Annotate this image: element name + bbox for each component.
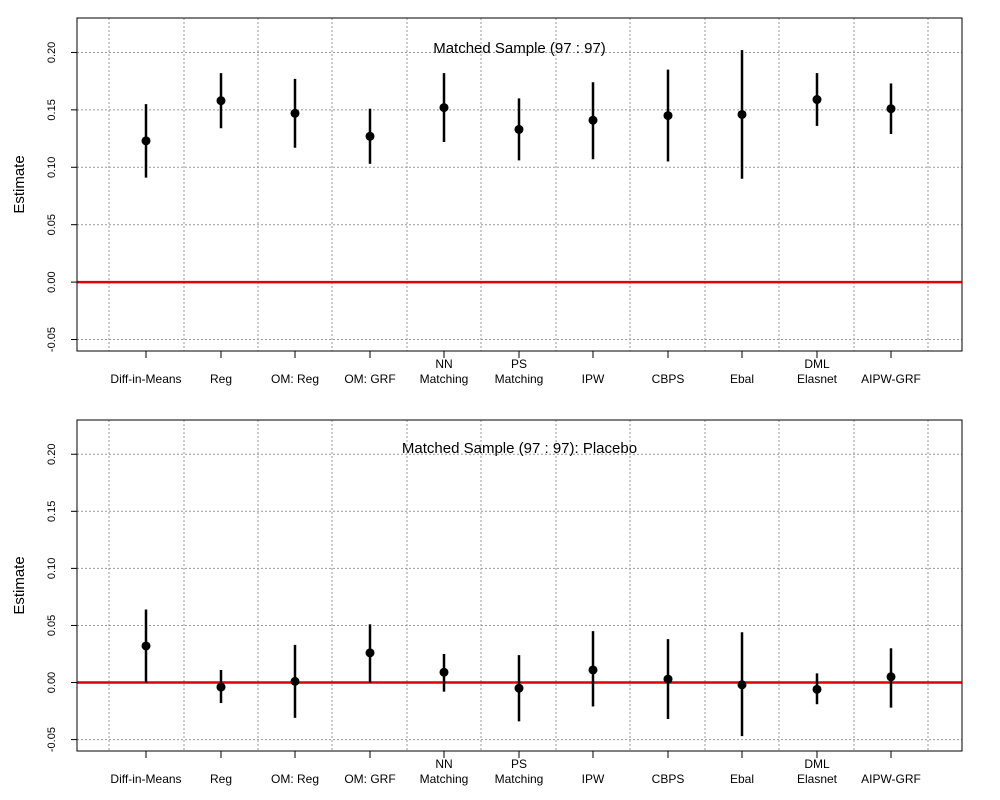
- estimate-point: [290, 108, 300, 118]
- x-tick-label: AIPW-GRF: [861, 372, 921, 386]
- x-tick-label: Reg: [210, 372, 232, 386]
- estimate-point: [737, 109, 747, 119]
- y-tick-label: 0.05: [46, 615, 58, 636]
- plot-frame: [76, 17, 963, 352]
- x-tick-label: OM: GRF: [344, 772, 395, 786]
- y-axis-label: Estimate: [11, 556, 28, 614]
- y-tick-label: 0.15: [46, 99, 58, 120]
- y-tick-label: 0.10: [46, 558, 58, 579]
- estimate-point: [439, 103, 449, 113]
- estimate-point: [514, 124, 524, 134]
- x-tick-label: PS Matching: [495, 757, 544, 786]
- y-axis-label: Estimate: [11, 155, 28, 213]
- y-tick-label: 0.05: [46, 214, 58, 235]
- x-tick-label: Reg: [210, 772, 232, 786]
- estimate-point: [365, 648, 375, 658]
- estimate-point: [141, 641, 151, 651]
- x-tick-label: AIPW-GRF: [861, 772, 921, 786]
- x-tick-label: PS Matching: [495, 357, 544, 386]
- estimate-point: [141, 136, 151, 146]
- estimate-point: [663, 111, 673, 121]
- x-tick-label: IPW: [582, 372, 605, 386]
- estimate-point: [588, 665, 598, 675]
- estimate-point: [365, 131, 375, 141]
- y-tick-label: 0.15: [46, 501, 58, 522]
- estimate-point: [737, 680, 747, 690]
- x-tick-label: OM: Reg: [271, 372, 319, 386]
- y-tick-label: 0.10: [46, 157, 58, 178]
- x-tick-label: Ebal: [730, 772, 754, 786]
- estimate-point: [812, 684, 822, 694]
- y-tick-label: 0.20: [46, 444, 58, 465]
- estimate-point: [514, 683, 524, 693]
- x-tick-label: DML Elasnet: [797, 357, 838, 386]
- y-tick-label: 0.20: [46, 42, 58, 63]
- x-tick-label: Diff-in-Means: [110, 772, 181, 786]
- x-tick-label: DML Elasnet: [797, 757, 838, 786]
- x-tick-label: CBPS: [652, 772, 685, 786]
- x-tick-label: NN Matching: [420, 357, 469, 386]
- panel-2: -0.05 0.00 0.05 0.10 0.15 0.20 Diff-in-Means Re…: [11, 419, 963, 786]
- x-tick-label: NN Matching: [420, 757, 469, 786]
- x-tick-label: Diff-in-Means: [110, 372, 181, 386]
- estimate-point: [216, 96, 226, 106]
- estimate-point: [812, 95, 822, 105]
- estimate-point: [886, 104, 896, 114]
- x-tick-label: OM: GRF: [344, 372, 395, 386]
- x-tick-label: IPW: [582, 772, 605, 786]
- x-tick-label: CBPS: [652, 372, 685, 386]
- panel-1: -0.05 0.00 0.05 0.10 0.15 0.20 Diff-in-Means Re…: [11, 17, 963, 386]
- y-tick-label: -0.05: [46, 727, 58, 752]
- estimate-point: [886, 672, 896, 682]
- panel-title: Matched Sample (97 : 97): [433, 40, 606, 57]
- y-tick-label: -0.05: [46, 327, 58, 352]
- x-tick-label: Ebal: [730, 372, 754, 386]
- panel-title: Matched Sample (97 : 97): Placebo: [402, 440, 637, 457]
- x-tick-label: OM: Reg: [271, 772, 319, 786]
- estimate-point: [588, 115, 598, 125]
- estimate-point: [290, 676, 300, 686]
- estimate-point: [439, 667, 449, 677]
- estimate-point: [216, 682, 226, 692]
- y-tick-label: 0.00: [46, 271, 58, 292]
- y-tick-label: 0.00: [46, 672, 58, 693]
- estimate-point: [663, 674, 673, 684]
